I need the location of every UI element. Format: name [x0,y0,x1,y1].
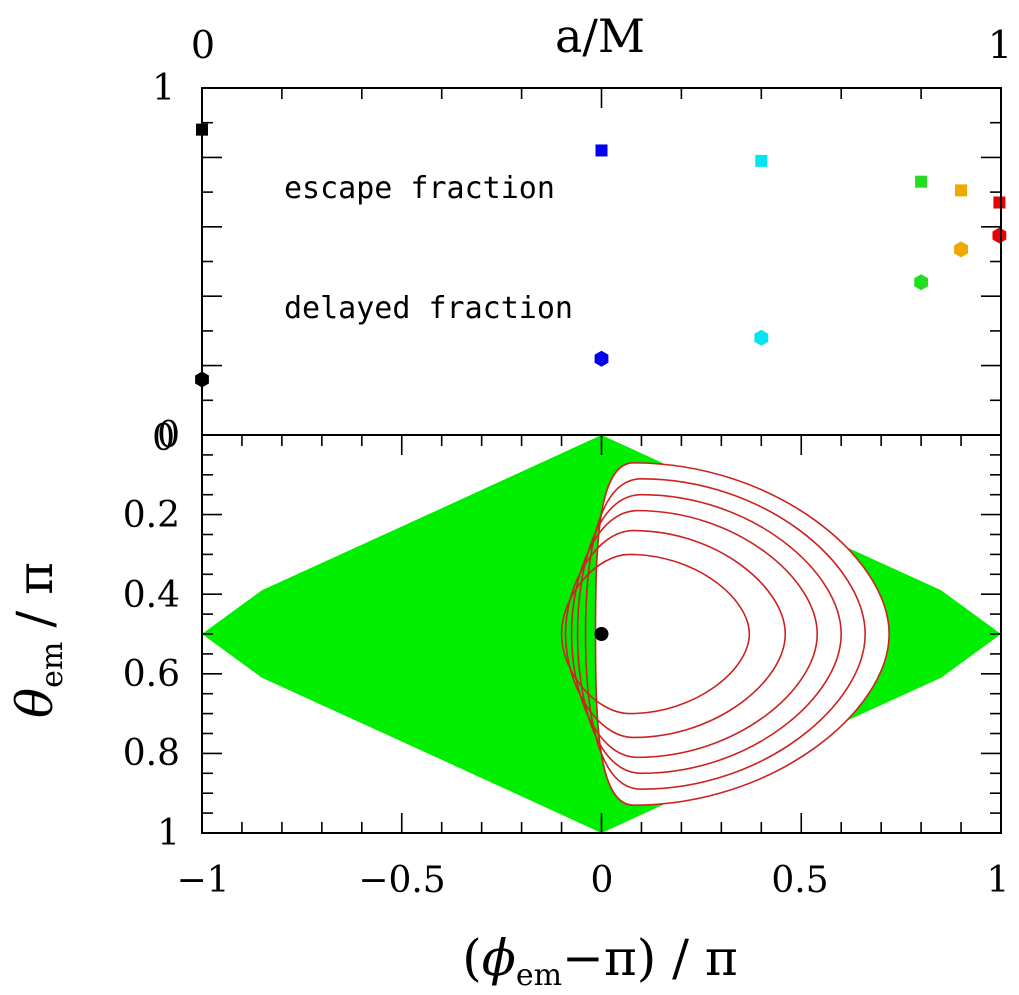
top-panel-frame [201,87,1002,436]
x-tick-label-0-5: 0.5 [771,860,828,901]
bottom-y-tick-label-0: 0 [157,415,180,456]
top-axis-title: a/M [555,9,645,63]
bottom-panel [202,435,1001,833]
x-tick-label-neg1: −1 [176,860,229,901]
bottom-y-tick-label-0-2: 0.2 [123,495,180,536]
escape-fraction-point-3 [755,154,768,167]
x-tick-label-1: 1 [987,860,1010,901]
delayed-fraction-point-6 [992,227,1007,244]
delayed-fraction-point-4 [914,274,928,291]
y-axis-label: θem/ π [6,562,70,718]
delayed-fraction-label: delayed fraction [284,291,573,326]
escape-fraction-point-4 [915,175,928,188]
x-axis-label: (ϕem−π) / π [462,929,738,993]
escape-fraction-point-2 [595,144,608,157]
x-tick-label-0: 0 [591,860,614,901]
escape-fraction-point-6 [993,196,1006,209]
delayed-fraction-point-3 [754,329,769,346]
contour-2 [584,477,866,791]
top-axis-tick-label-right: 1 [988,23,1012,67]
top-y-tick-label-0: 0 [152,418,175,459]
top-panel [195,123,1007,388]
bottom-y-tick-label-1: 1 [157,813,180,854]
contour-4 [570,509,819,759]
axes-frames [201,87,1002,834]
black-hole-marker [594,627,609,641]
delayed-fraction-point-5 [954,241,968,258]
contour-3 [576,493,843,775]
x-tick-label-neg0-5: −0.5 [358,860,445,901]
escape-fraction-point-5 [955,184,968,197]
trapped-region [595,462,890,806]
contour-6 [560,553,751,715]
escape-fraction-label: escape fraction [284,171,555,206]
top-axis-tick-label-left: 0 [191,23,215,67]
contour-1 [594,462,890,806]
bottom-y-tick-label-0-8: 0.8 [123,733,180,774]
bottom-y-tick-label-0-4: 0.4 [123,575,180,616]
delayed-fraction-point-2 [594,350,609,367]
bottom-y-tick-label-0-6: 0.6 [123,654,180,695]
top-y-tick-label-1: 1 [152,68,175,109]
